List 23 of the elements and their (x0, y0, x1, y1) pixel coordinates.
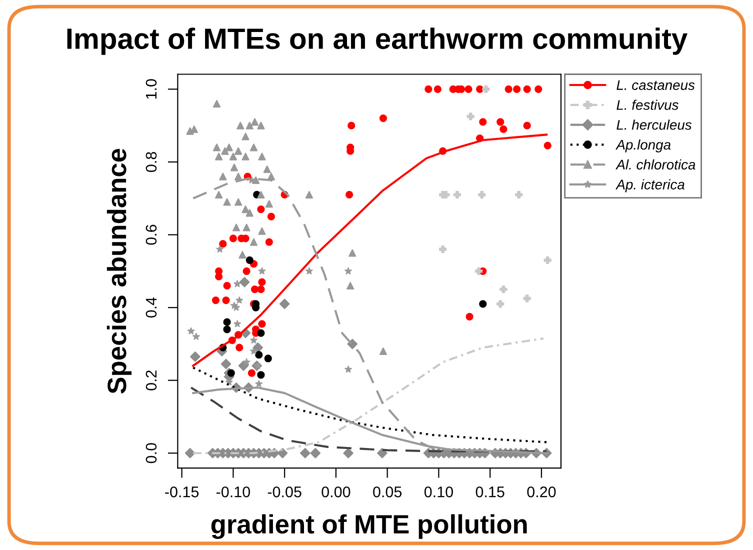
y-tick-label: 0.4 (146, 297, 157, 318)
x-tick-label: 0.20 (527, 486, 556, 498)
x-tick-label: 0.15 (476, 486, 504, 498)
x-axis-title: gradient of MTE pollution (211, 514, 527, 539)
y-tick-label: 0.6 (146, 224, 157, 245)
legend-label: L. herculeus (616, 120, 692, 130)
x-tick-label: 0.10 (424, 486, 453, 498)
legend-label: Al. chlorotica (616, 159, 696, 170)
legend-label: L. festivus (616, 100, 678, 110)
y-axis-title: Species abundance (106, 148, 132, 394)
chart-title: Impact of MTEs on an earthworm community (67, 28, 688, 55)
x-tick-label: 0.00 (322, 486, 350, 498)
y-tick-label: 1.0 (146, 79, 157, 99)
x-tick-label: -0.15 (165, 486, 199, 498)
x-tick-label: 0.05 (373, 486, 402, 498)
legend-label: Ap. icterica (616, 179, 684, 192)
legend-label: L. castaneus (616, 80, 695, 90)
x-tick-label: -0.05 (268, 486, 302, 498)
y-tick-label: 0.8 (146, 152, 157, 172)
y-tick-label: 0.2 (146, 370, 157, 390)
legend-label: Ap.longa (616, 139, 671, 152)
x-tick-label: -0.10 (216, 486, 250, 498)
y-tick-label: 0.0 (146, 443, 157, 464)
